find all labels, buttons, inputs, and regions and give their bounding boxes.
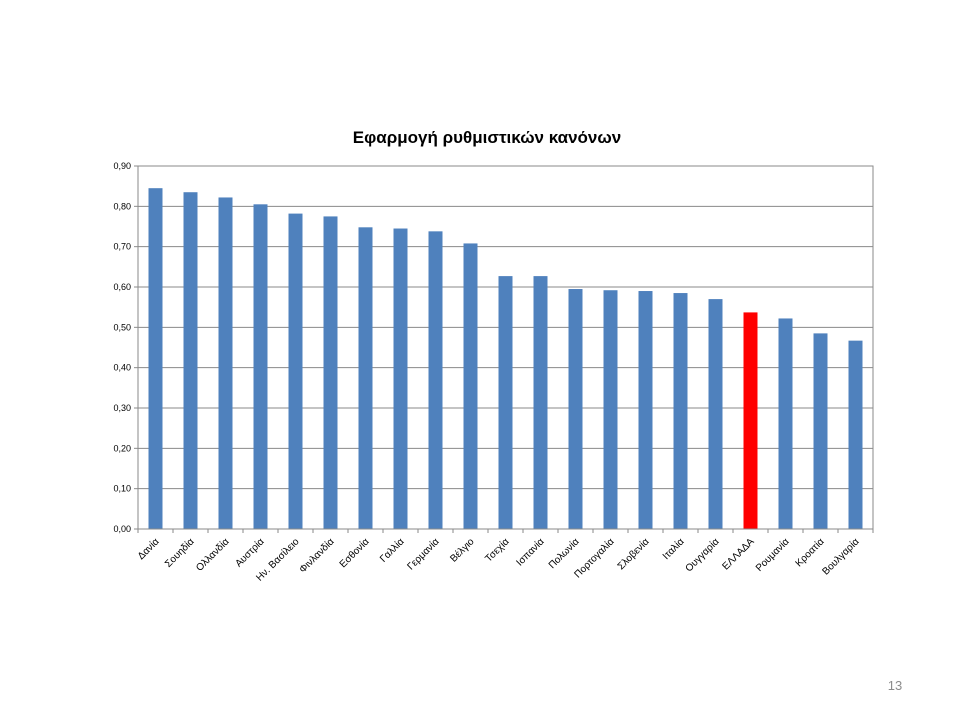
bar	[463, 243, 478, 529]
y-tick-label: 0,40	[113, 363, 131, 373]
x-tick-label: Ιταλία	[660, 535, 687, 562]
bar-highlighted	[743, 312, 758, 529]
bar	[253, 204, 268, 530]
x-tick-label: Φινλανδία	[297, 535, 337, 575]
bar	[603, 290, 618, 529]
bar	[638, 291, 653, 529]
x-tick-label: Σλοβενία	[615, 535, 652, 572]
bar	[358, 227, 373, 529]
y-tick-label: 0,30	[113, 403, 131, 413]
y-axis-ticks: 0,00 0,10 0,20 0,30 0,40 0,50 0,60 0,70 0,80 0,90	[113, 161, 138, 534]
x-tick-label: Κροατία	[793, 535, 827, 569]
x-tick-label: ΕΛΛΑΔΑ	[721, 536, 757, 572]
y-tick-label: 0,80	[113, 201, 131, 211]
bar	[778, 318, 793, 529]
bar	[848, 340, 863, 529]
x-tick-label: Ισπανία	[514, 535, 547, 568]
x-tick-label: Πολωνία	[546, 535, 582, 571]
x-tick-label: Γαλλία	[377, 535, 406, 564]
plot-area-frame	[137, 165, 874, 530]
bar	[183, 192, 198, 529]
bar	[218, 197, 233, 529]
bar	[533, 276, 548, 529]
y-tick-label: 0,60	[113, 282, 131, 292]
bar	[568, 289, 583, 529]
page-number: 13	[887, 678, 903, 693]
bar	[813, 333, 828, 529]
y-tick-label: 0,00	[113, 524, 131, 534]
bar	[498, 276, 513, 529]
x-tick-label: Ρουμανία	[753, 535, 792, 574]
bar	[323, 216, 338, 529]
x-tick-label: Ολλανδία	[193, 535, 231, 573]
x-tick-label: Γερμανία	[405, 535, 442, 572]
x-tick-label: Εσθονία	[337, 535, 372, 570]
bar	[393, 228, 408, 529]
y-tick-label: 0,10	[113, 484, 131, 494]
x-tick-label: Σουηδία	[162, 535, 196, 569]
bars	[148, 188, 863, 530]
bar	[288, 213, 303, 530]
bar	[673, 293, 688, 529]
x-tick-label: Αυστρία	[233, 535, 267, 569]
x-tick-label: Βέλγιο	[448, 535, 477, 564]
x-tick-label: Δανία	[135, 535, 162, 562]
bar	[428, 231, 443, 529]
y-tick-label: 0,50	[113, 322, 131, 332]
x-tick-label: Ουγγαρία	[683, 535, 722, 574]
bar	[708, 299, 723, 529]
x-tick-label: Βουλγαρία	[820, 535, 862, 577]
chart-title: Εφαρμογή ρυθμιστικών κανόνων	[353, 128, 621, 147]
y-tick-label: 0,90	[113, 161, 131, 171]
bar	[148, 188, 163, 529]
y-tick-label: 0,70	[113, 242, 131, 252]
x-tick-label: Τσεχία	[483, 535, 512, 564]
y-tick-label: 0,20	[113, 443, 131, 453]
